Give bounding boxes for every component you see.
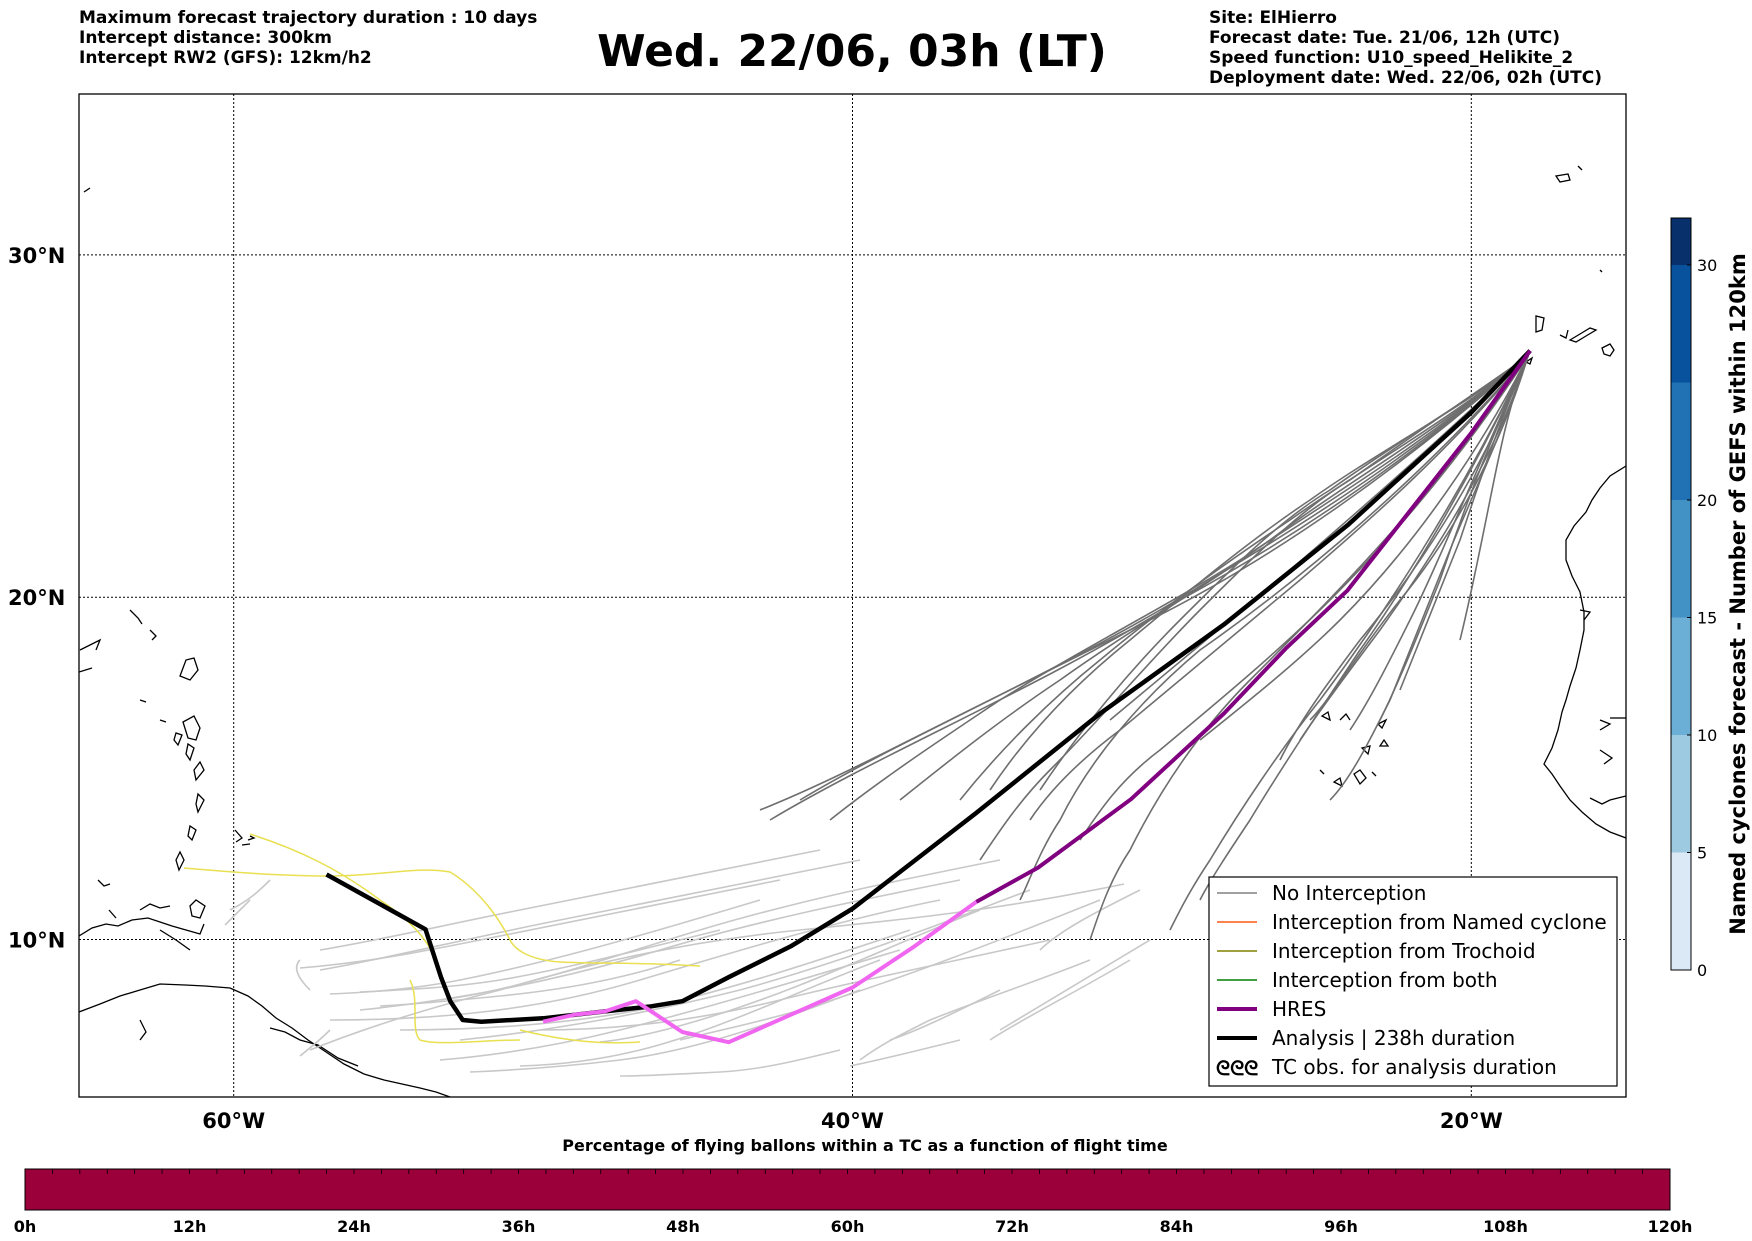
legend-item: HRES [1217,997,1326,1021]
site-text: Site: ElHierro [1209,8,1337,28]
hres-trajectory-late [542,900,978,1045]
legend-label: Interception from Named cyclone [1272,910,1607,934]
intercept-rw2-text: Intercept RW2 (GFS): 12km/h2 [79,48,372,68]
legend-item: Interception from Named cyclone [1217,910,1607,934]
latitude-label: 30°N [8,244,65,268]
bottom-colorbar: 0h 12h 24h 36h 48h 60h 72h 84h 96h 108h 120h [14,1168,1693,1236]
colorbar-segment [1671,382,1691,500]
latitude-labels: 30°N 20°N 10°N [8,244,65,953]
max-duration-text: Maximum forecast trajectory duration : 1… [79,8,538,28]
legend-label: HRES [1272,997,1326,1021]
legend-item: No Interception [1217,881,1426,905]
legend-label: Analysis | 238h duration [1272,1026,1515,1050]
header-info-left: Maximum forecast trajectory duration : 1… [79,8,537,68]
ensemble-trajectories-late [224,849,1151,1077]
ensemble-trajectories-early [759,355,1529,941]
colorbar-tick-label: 10 [1697,726,1717,745]
colorbar-segment [1671,852,1691,970]
intercept-distance-text: Intercept distance: 300km [79,28,332,48]
colorbar-segment [1671,218,1691,265]
right-colorbar-label: Named cyclones forecast - Number of GEFS… [1726,253,1750,934]
map-title: Wed. 22/06, 03h (LT) [597,26,1107,77]
bottom-colorbar-tick-label: 60h [831,1217,865,1236]
colorbar-tick-label: 0 [1697,961,1707,980]
latitude-label: 10°N [8,929,65,953]
legend-item: ᘓᘓᘓ TC obs. for analysis duration [1216,1055,1557,1080]
colorbar-segment [1671,617,1691,735]
colorbar-tick-label: 30 [1697,256,1717,275]
right-colorbar-frame [1670,217,1692,971]
legend-item: Analysis | 238h duration [1217,1026,1515,1050]
colorbar-segment [1671,265,1691,383]
legend: No Interception Interception from Named c… [1208,876,1618,1087]
bottom-colorbar-tick-label: 0h [14,1217,37,1236]
right-colorbar: 0 5 10 15 20 30 Named cyclones forecast - Num… [1670,217,1750,980]
legend-item: Interception from Trochoid [1217,939,1536,963]
bottom-colorbar-tick-label: 120h [1648,1217,1693,1236]
bottom-colorbar-title: Percentage of flying ballons within a TC… [562,1136,1168,1155]
legend-label: No Interception [1272,881,1426,905]
legend-item: Interception from both [1217,968,1498,992]
bottom-colorbar-tick-label: 48h [666,1217,700,1236]
longitude-labels: 60°W 40°W 20°W [202,1109,1502,1133]
legend-box [1208,876,1618,1087]
hres-trajectory [975,349,1532,904]
bottom-colorbar-tick-label: 108h [1483,1217,1528,1236]
header-info-right: Site: ElHierro Forecast date: Tue. 21/06… [1209,8,1602,88]
colorbar-tick-label: 5 [1697,844,1707,863]
bottom-colorbar-tick-label: 12h [173,1217,207,1236]
bottom-colorbar-tick-label: 36h [502,1217,536,1236]
cyclone-symbol-icon: ᘓᘓᘓ [1216,1056,1258,1080]
speed-function-text: Speed function: U10_speed_Helikite_2 [1209,48,1574,68]
analysis-trajectory [325,349,1532,1024]
longitude-label: 60°W [202,1109,265,1133]
legend-label: TC obs. for analysis duration [1271,1055,1557,1079]
colorbar-tick-label: 20 [1697,491,1717,510]
bottom-colorbar-tick-label: 84h [1160,1217,1194,1236]
forecast-date-text: Forecast date: Tue. 21/06, 12h (UTC) [1209,28,1560,48]
legend-label: Interception from Trochoid [1272,939,1536,963]
longitude-label: 20°W [1440,1109,1503,1133]
bottom-colorbar-bar [24,1168,1671,1211]
colorbar-tick-label: 15 [1697,609,1717,628]
bottom-colorbar-tick-label: 96h [1324,1217,1358,1236]
longitude-label: 40°W [821,1109,884,1133]
colorbar-segment [1671,735,1691,853]
map-frame [78,93,1627,1098]
yellow-trajectories [183,833,701,1044]
bottom-colorbar-tick-label: 72h [995,1217,1029,1236]
legend-label: Interception from both [1272,968,1498,992]
deployment-date-text: Deployment date: Wed. 22/06, 02h (UTC) [1209,68,1603,88]
bottom-colorbar-tick-label: 24h [337,1217,371,1236]
colorbar-segment [1671,500,1691,618]
latitude-label: 20°N [8,586,65,610]
